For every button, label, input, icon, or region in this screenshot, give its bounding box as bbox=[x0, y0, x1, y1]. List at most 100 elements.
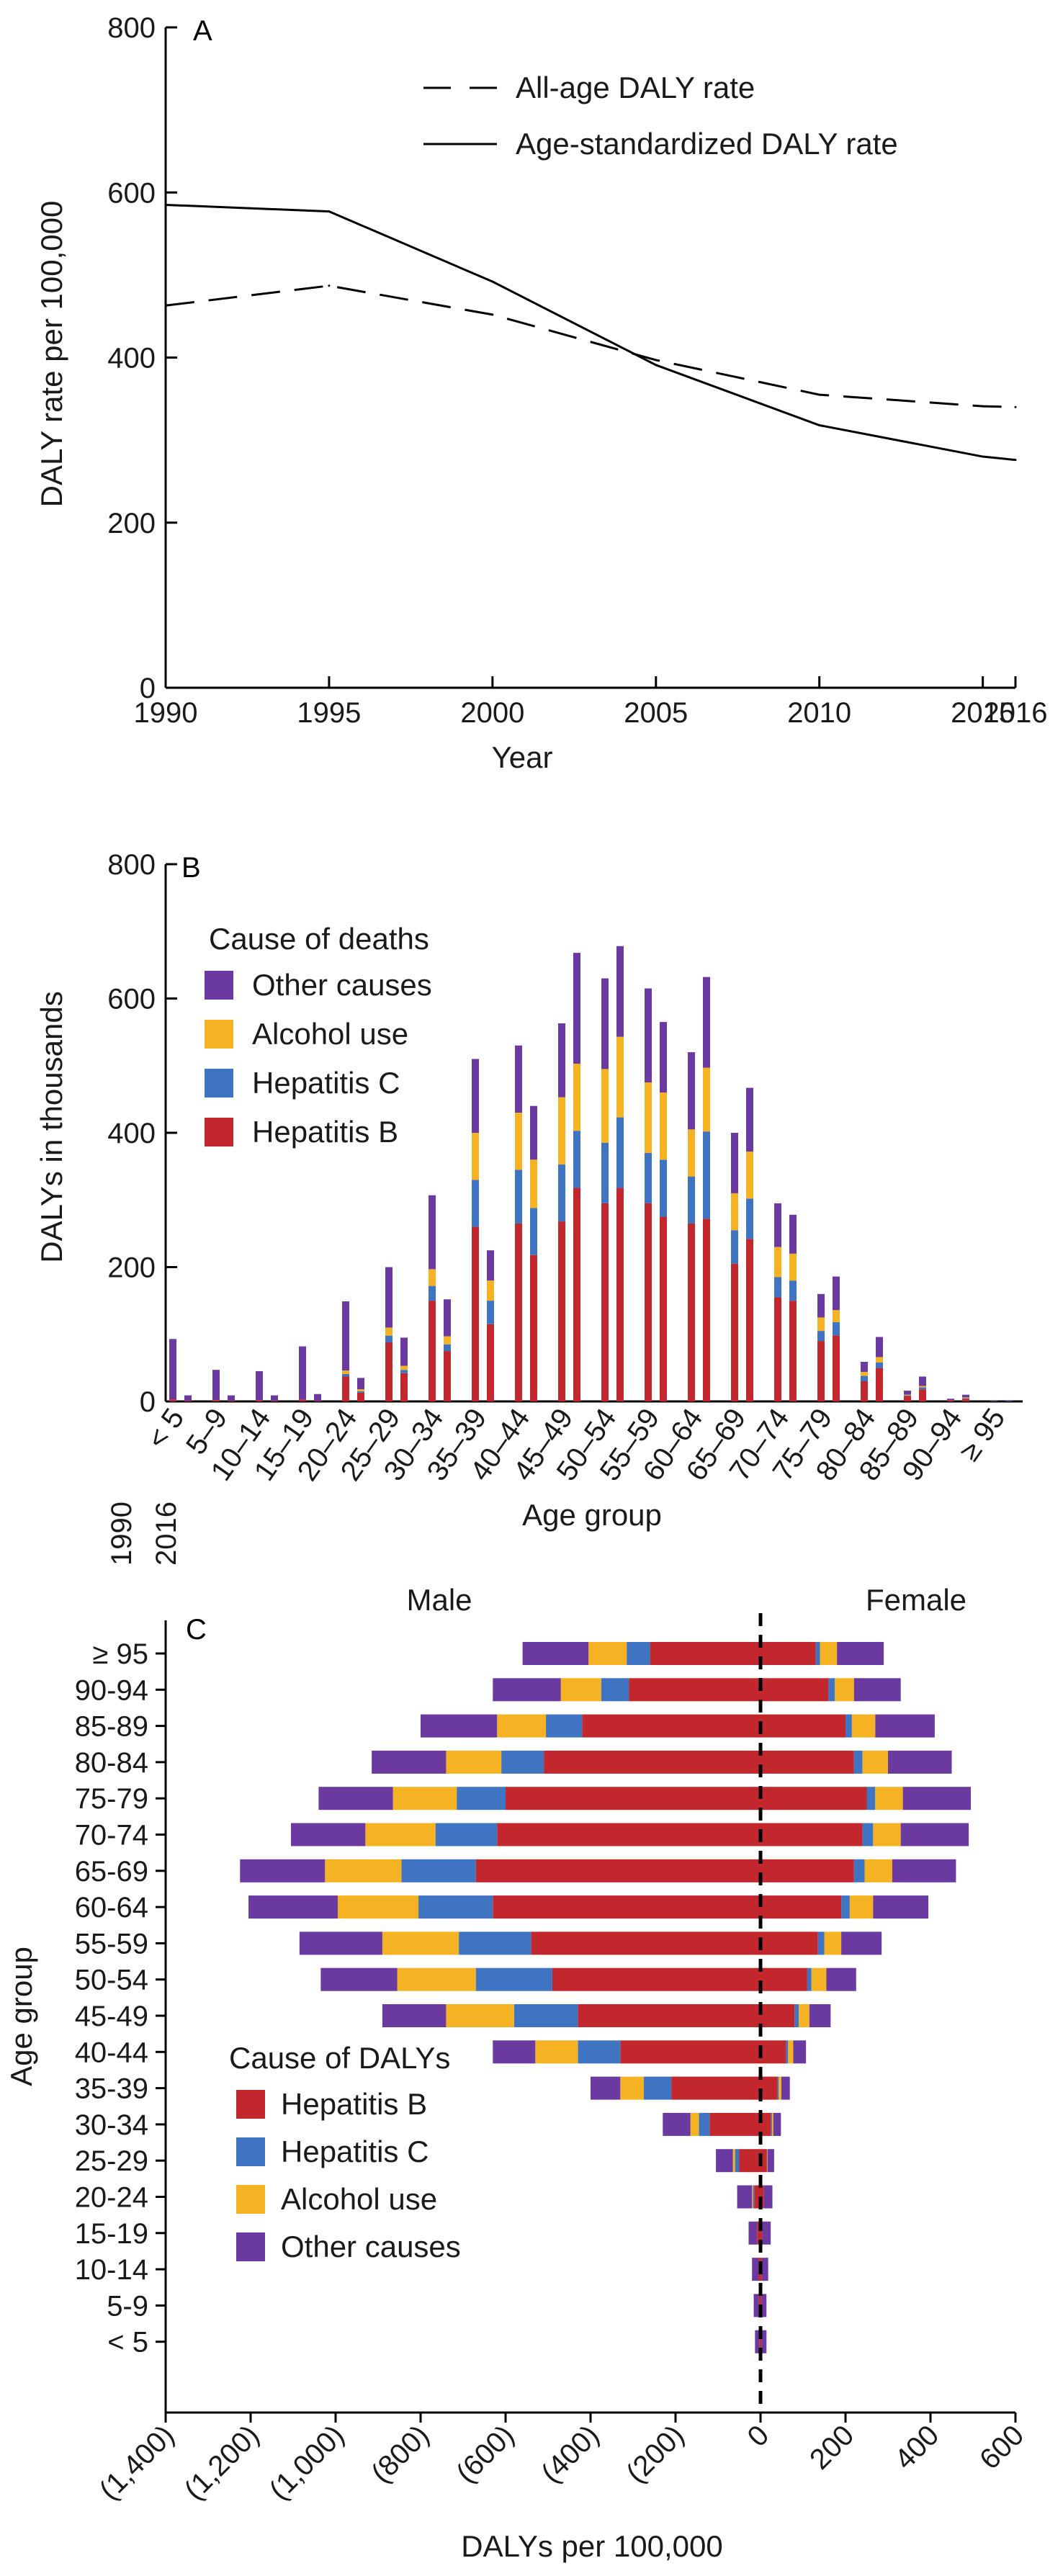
panel-b-legend-swatch bbox=[205, 971, 233, 1000]
panel-b-bar-segment bbox=[472, 1180, 479, 1227]
panel-b-bar-segment bbox=[184, 1395, 192, 1401]
panel-c-bar-segment-male bbox=[459, 1931, 532, 1955]
panel-c-bar-segment-male bbox=[446, 2004, 514, 2027]
panel-c-male-label: Male bbox=[406, 1583, 472, 1617]
panel-c-bar-segment-male bbox=[739, 2149, 761, 2173]
panel-c-bar-segment-female bbox=[875, 1787, 903, 1810]
panel-c-bar-segment-male bbox=[753, 2294, 759, 2317]
panel-b-bar-segment bbox=[573, 953, 580, 1064]
panel-c-y-axis-label: Age group bbox=[4, 1947, 38, 2086]
panel-c-x-tick-label: (1,400) bbox=[94, 2419, 181, 2506]
panel-b-bar-segment bbox=[228, 1395, 235, 1401]
panel-c-x-tick-label: (200) bbox=[620, 2419, 690, 2489]
panel-b-bar-segment bbox=[703, 977, 710, 1068]
panel-c-x-tick-label: 200 bbox=[804, 2419, 860, 2475]
panel-b-bar-segment bbox=[645, 1082, 652, 1153]
panel-c-bar-segment-male bbox=[546, 1714, 583, 1738]
panel-b-y-axis-label: DALYs in thousands bbox=[35, 991, 68, 1262]
panel-c-bar-segment-female bbox=[761, 2076, 778, 2100]
panel-b-y-tick-label: 200 bbox=[107, 1252, 156, 1284]
panel-b-bar-segment bbox=[487, 1301, 494, 1324]
panel-a-series-line-0 bbox=[165, 284, 1016, 408]
panel-b-bar-segment bbox=[400, 1365, 408, 1370]
panel-b-bar-segment bbox=[573, 1131, 580, 1188]
panel-b-bar-segment bbox=[357, 1389, 364, 1392]
panel-c-bar-segment-female bbox=[875, 1714, 935, 1738]
panel-c-y-tick-label: 45-49 bbox=[75, 2001, 148, 2032]
panel-c-bar-segment-male bbox=[393, 1787, 457, 1810]
panel-c-bar-segment-male bbox=[493, 1678, 561, 1702]
panel-c-y-tick-label: 50-54 bbox=[75, 1965, 148, 1996]
panel-c-y-tick-label: 30-34 bbox=[75, 2109, 148, 2141]
panel-b-bar-segment bbox=[385, 1267, 393, 1328]
panel-c-y-tick-label: 70-74 bbox=[75, 1820, 148, 1852]
panel-b-bar-segment bbox=[962, 1397, 969, 1399]
panel-b-bar-segment bbox=[731, 1133, 738, 1193]
panel-c-bar-segment-male bbox=[397, 1967, 476, 1991]
panel-c-bar-segment-female bbox=[761, 1642, 816, 1665]
panel-b-bar-segment bbox=[919, 1389, 926, 1401]
panel-a-data-point bbox=[1014, 459, 1017, 462]
panel-b-bar-segment bbox=[876, 1362, 883, 1368]
panel-c-bar-segment-male bbox=[650, 1642, 761, 1665]
panel-c-bar-segment-male bbox=[582, 1714, 761, 1738]
panel-b-bar-segment bbox=[861, 1381, 868, 1401]
panel-a-y-tick-label: 200 bbox=[107, 508, 156, 539]
panel-c-bar-segment-female bbox=[811, 1967, 827, 1991]
panel-b-bar-segment bbox=[962, 1398, 969, 1399]
panel-c-bar-segment-male bbox=[320, 1967, 398, 1991]
panel-b-bar-segment bbox=[429, 1269, 436, 1286]
panel-c-x-tick-label: (1,200) bbox=[179, 2419, 266, 2506]
panel-c-bar-segment-female bbox=[826, 1967, 856, 1991]
panel-c-bar-segment-male bbox=[629, 1678, 761, 1702]
panel-c-bar-segment-female bbox=[835, 1678, 854, 1702]
panel-c-bar-segment-male bbox=[699, 2112, 710, 2136]
panel-c-x-tick-label: 0 bbox=[742, 2419, 776, 2453]
panel-c-bar-segment-male bbox=[759, 2330, 761, 2353]
panel-c-bar-segment-male bbox=[748, 2221, 758, 2245]
panel-c-y-tick-label: 5-9 bbox=[107, 2290, 148, 2322]
panel-c-bar-segment-female bbox=[761, 2112, 771, 2136]
panel-c-bar-segment-female bbox=[761, 2294, 767, 2317]
panel-b-label: B bbox=[181, 852, 201, 884]
panel-c-bar-segment-female bbox=[771, 2112, 772, 2136]
panel-c-bar-segment-female bbox=[781, 2076, 790, 2100]
panel-c-legend-label: Other causes bbox=[281, 2230, 461, 2263]
panel-b-bar-segment bbox=[530, 1159, 537, 1208]
panel-b-bar-segment bbox=[515, 1113, 522, 1170]
panel-c-x-tick-label: (1,000) bbox=[264, 2419, 351, 2506]
panel-c-bar-segment-male bbox=[735, 2149, 740, 2173]
panel-b-bar-segment bbox=[342, 1376, 349, 1401]
panel-c-bar-segment-male bbox=[732, 2149, 735, 2173]
panel-b-bar-segment bbox=[256, 1371, 263, 1401]
panel-c-bar-segment-male bbox=[663, 2112, 691, 2136]
panel-a-x-tick-label: 2010 bbox=[787, 697, 851, 729]
panel-c-y-tick-label: 40-44 bbox=[75, 2037, 148, 2068]
panel-b-year-label: 2016 bbox=[151, 1502, 182, 1566]
panel-c-bar-segment-female bbox=[849, 1895, 874, 1919]
panel-a-data-point bbox=[818, 393, 821, 396]
panel-c-bar-segment-female bbox=[761, 1714, 846, 1738]
panel-b-bar-segment bbox=[357, 1392, 364, 1401]
panel-b-bar-segment bbox=[876, 1337, 883, 1357]
panel-b-bar-segment bbox=[703, 1067, 710, 1132]
panel-a-y-axis-label: DALY rate per 100,000 bbox=[35, 201, 68, 508]
panel-c-bar-segment-male bbox=[753, 2185, 755, 2209]
panel-c-bar-segment-male bbox=[240, 1859, 326, 1882]
panel-c-bar-segment-male bbox=[757, 2221, 761, 2245]
panel-b-bar-segment bbox=[746, 1087, 753, 1152]
panel-c-y-tick-label: 15-19 bbox=[75, 2218, 148, 2250]
panel-b-bar-segment bbox=[558, 1023, 565, 1098]
panel-b-bar-segment bbox=[774, 1203, 781, 1247]
panel-b-bar-segment bbox=[876, 1368, 883, 1401]
panel-c-y-tick-label: 60-64 bbox=[75, 1892, 148, 1924]
panel-b-bar-segment bbox=[962, 1394, 969, 1398]
panel-b-bar-segment bbox=[256, 1400, 263, 1401]
panel-c-bar-segment-female bbox=[761, 1967, 807, 1991]
panel-c-bar-segment-female bbox=[824, 1931, 842, 1955]
panel-c-bar-segment-female bbox=[773, 2112, 781, 2136]
panel-b-bar-segment bbox=[703, 1131, 710, 1219]
panel-c-legend-swatch bbox=[236, 2232, 265, 2261]
panel-c-bar-segment-female bbox=[851, 1714, 876, 1738]
panel-b-bar-segment bbox=[904, 1391, 911, 1395]
